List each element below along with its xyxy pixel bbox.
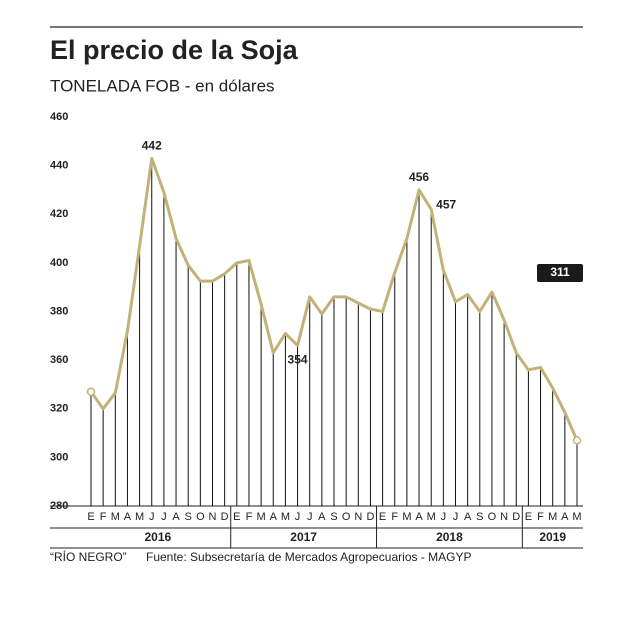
x-tick-label: N bbox=[354, 511, 362, 523]
year-label: 2016 bbox=[144, 530, 171, 544]
x-tick-label: N bbox=[209, 511, 217, 523]
x-tick-label: M bbox=[281, 511, 290, 523]
x-tick-label: O bbox=[488, 511, 497, 523]
x-tick-label: O bbox=[196, 511, 205, 523]
y-tick-label: 420 bbox=[50, 208, 68, 220]
x-tick-label: A bbox=[124, 511, 132, 523]
x-tick-label: D bbox=[366, 511, 374, 523]
x-tick-label: J bbox=[149, 511, 155, 523]
x-tick-label: J bbox=[441, 511, 447, 523]
x-tick-label: S bbox=[476, 511, 483, 523]
y-tick-label: 320 bbox=[50, 403, 68, 415]
annotation: 354 bbox=[288, 353, 308, 367]
credit: “RÍO NEGRO” bbox=[50, 549, 127, 564]
source: Fuente: Subsecretaría de Mercados Agrope… bbox=[146, 550, 472, 564]
x-tick-label: F bbox=[537, 511, 544, 523]
x-tick-label: E bbox=[525, 511, 532, 523]
y-tick-label: 300 bbox=[50, 451, 68, 463]
x-tick-label: A bbox=[415, 511, 423, 523]
x-tick-label: J bbox=[307, 511, 313, 523]
annotation: 457 bbox=[436, 198, 456, 212]
x-tick-label: A bbox=[270, 511, 278, 523]
x-tick-label: D bbox=[221, 511, 229, 523]
annotation: 442 bbox=[142, 139, 162, 153]
x-tick-label: A bbox=[318, 511, 326, 523]
chart-title: El precio de la Soja bbox=[50, 35, 299, 65]
y-tick-label: 400 bbox=[50, 257, 68, 269]
x-tick-label: A bbox=[464, 511, 472, 523]
x-tick-label: J bbox=[295, 511, 301, 523]
x-tick-label: F bbox=[246, 511, 253, 523]
x-tick-label: E bbox=[233, 511, 240, 523]
y-tick-label: 460 bbox=[50, 111, 68, 123]
x-tick-label: N bbox=[500, 511, 508, 523]
year-label: 2019 bbox=[539, 530, 566, 544]
x-tick-label: J bbox=[161, 511, 167, 523]
end-marker bbox=[86, 387, 96, 396]
x-tick-label: S bbox=[185, 511, 192, 523]
x-tick-label: S bbox=[330, 511, 337, 523]
x-tick-label: A bbox=[172, 511, 180, 523]
y-tick-label: 440 bbox=[50, 160, 68, 172]
x-tick-label: O bbox=[342, 511, 351, 523]
x-tick-label: F bbox=[391, 511, 398, 523]
x-tick-label: F bbox=[100, 511, 107, 523]
x-tick-label: M bbox=[111, 511, 120, 523]
end-marker bbox=[572, 436, 582, 445]
y-tick-label: 360 bbox=[50, 354, 68, 366]
chart-subtitle: TONELADA FOB - en dólares bbox=[50, 76, 275, 95]
x-tick-label: A bbox=[561, 511, 569, 523]
year-label: 2017 bbox=[290, 530, 317, 544]
y-tick-label: 380 bbox=[50, 305, 68, 317]
x-tick-label: E bbox=[379, 511, 386, 523]
x-tick-label: M bbox=[257, 511, 266, 523]
x-tick-label: J bbox=[453, 511, 459, 523]
x-tick-label: M bbox=[427, 511, 436, 523]
x-tick-label: M bbox=[572, 511, 581, 523]
x-tick-label: M bbox=[548, 511, 557, 523]
x-tick-label: M bbox=[402, 511, 411, 523]
annotation: 456 bbox=[409, 170, 429, 184]
x-tick-label: E bbox=[87, 511, 94, 523]
annotation-box bbox=[537, 264, 583, 282]
annotation: 311 bbox=[550, 265, 570, 279]
year-label: 2018 bbox=[436, 530, 463, 544]
x-tick-label: M bbox=[135, 511, 144, 523]
price-line bbox=[89, 156, 579, 441]
x-tick-label: D bbox=[512, 511, 520, 523]
